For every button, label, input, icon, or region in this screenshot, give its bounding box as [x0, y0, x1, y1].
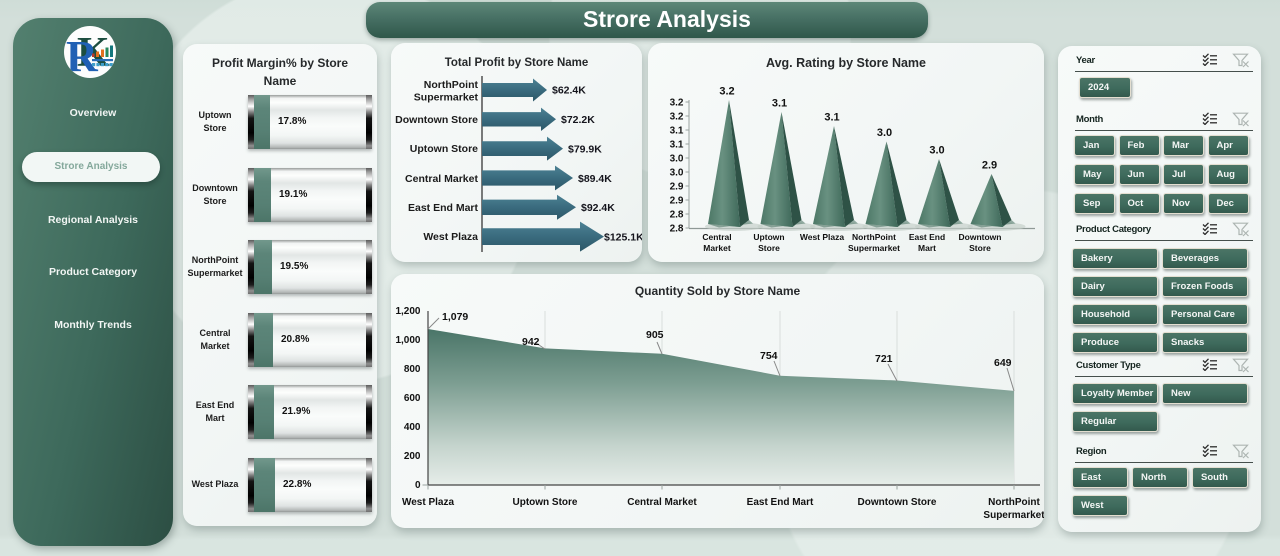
svg-text:721: 721	[875, 353, 893, 365]
svg-text:942: 942	[522, 336, 540, 348]
svg-text:3.0: 3.0	[670, 154, 684, 165]
svg-text:2.9: 2.9	[982, 160, 997, 172]
svg-text:400: 400	[404, 422, 421, 433]
svg-text:3.1: 3.1	[670, 140, 684, 151]
svg-text:$79.9K: $79.9K	[568, 144, 602, 156]
svg-text:East End: East End	[909, 232, 945, 242]
svg-text:Central Market: Central Market	[405, 173, 478, 185]
svg-text:3.0: 3.0	[929, 145, 944, 157]
svg-text:Store: Store	[758, 243, 780, 253]
svg-text:East End Mart: East End Mart	[747, 497, 814, 508]
svg-text:800: 800	[404, 364, 421, 375]
svg-text:1,000: 1,000	[395, 335, 420, 346]
svg-text:Central Market: Central Market	[627, 497, 697, 508]
svg-text:Supermarket: Supermarket	[848, 243, 900, 253]
svg-text:3.0: 3.0	[670, 168, 684, 179]
svg-text:Mart: Mart	[918, 243, 936, 253]
svg-text:Downtown: Downtown	[959, 232, 1002, 242]
svg-text:3.2: 3.2	[670, 98, 684, 109]
svg-text:$89.4K: $89.4K	[578, 173, 612, 185]
svg-text:Uptown Store: Uptown Store	[410, 143, 478, 155]
svg-text:West Plaza: West Plaza	[402, 497, 454, 508]
svg-text:649: 649	[994, 357, 1012, 369]
svg-text:Uptown Store: Uptown Store	[513, 497, 578, 508]
svg-text:0: 0	[415, 480, 421, 491]
svg-text:NorthPoint: NorthPoint	[852, 232, 896, 242]
svg-text:2.9: 2.9	[670, 196, 684, 207]
svg-text:$125.1K: $125.1K	[604, 232, 642, 244]
svg-text:Uptown: Uptown	[753, 232, 784, 242]
svg-text:Store: Store	[969, 243, 991, 253]
svg-text:3.2: 3.2	[670, 112, 684, 123]
svg-text:Central: Central	[702, 232, 731, 242]
svg-text:West Plaza: West Plaza	[800, 232, 845, 242]
svg-text:Downtown Store: Downtown Store	[395, 114, 478, 126]
svg-text:2.9: 2.9	[670, 182, 684, 193]
svg-text:200: 200	[404, 451, 421, 462]
svg-text:Supermarket: Supermarket	[983, 510, 1044, 521]
svg-text:Market: Market	[703, 243, 731, 253]
svg-text:Supermarket: Supermarket	[414, 92, 479, 104]
svg-text:3.1: 3.1	[824, 112, 839, 124]
svg-text:3.0: 3.0	[877, 127, 892, 139]
svg-text:600: 600	[404, 393, 421, 404]
svg-text:$72.2K: $72.2K	[561, 114, 595, 126]
svg-text:$92.4K: $92.4K	[581, 202, 615, 214]
svg-text:2.8: 2.8	[670, 224, 684, 235]
svg-text:2.8: 2.8	[670, 210, 684, 221]
svg-text:$62.4K: $62.4K	[552, 85, 586, 97]
svg-text:K: K	[77, 30, 110, 76]
svg-text:1,079: 1,079	[442, 311, 468, 323]
svg-text:East End Mart: East End Mart	[408, 202, 479, 214]
svg-text:West Plaza: West Plaza	[423, 231, 478, 243]
svg-text:3.2: 3.2	[719, 86, 734, 98]
svg-text:1,200: 1,200	[395, 306, 420, 317]
svg-text:754: 754	[760, 350, 778, 362]
svg-text:NorthPoint: NorthPoint	[424, 79, 479, 91]
svg-text:3.1: 3.1	[670, 126, 684, 137]
svg-text:3.1: 3.1	[772, 98, 787, 110]
svg-text:NorthPoint: NorthPoint	[988, 497, 1040, 508]
svg-text:905: 905	[646, 329, 664, 341]
svg-text:Downtown Store: Downtown Store	[858, 497, 937, 508]
